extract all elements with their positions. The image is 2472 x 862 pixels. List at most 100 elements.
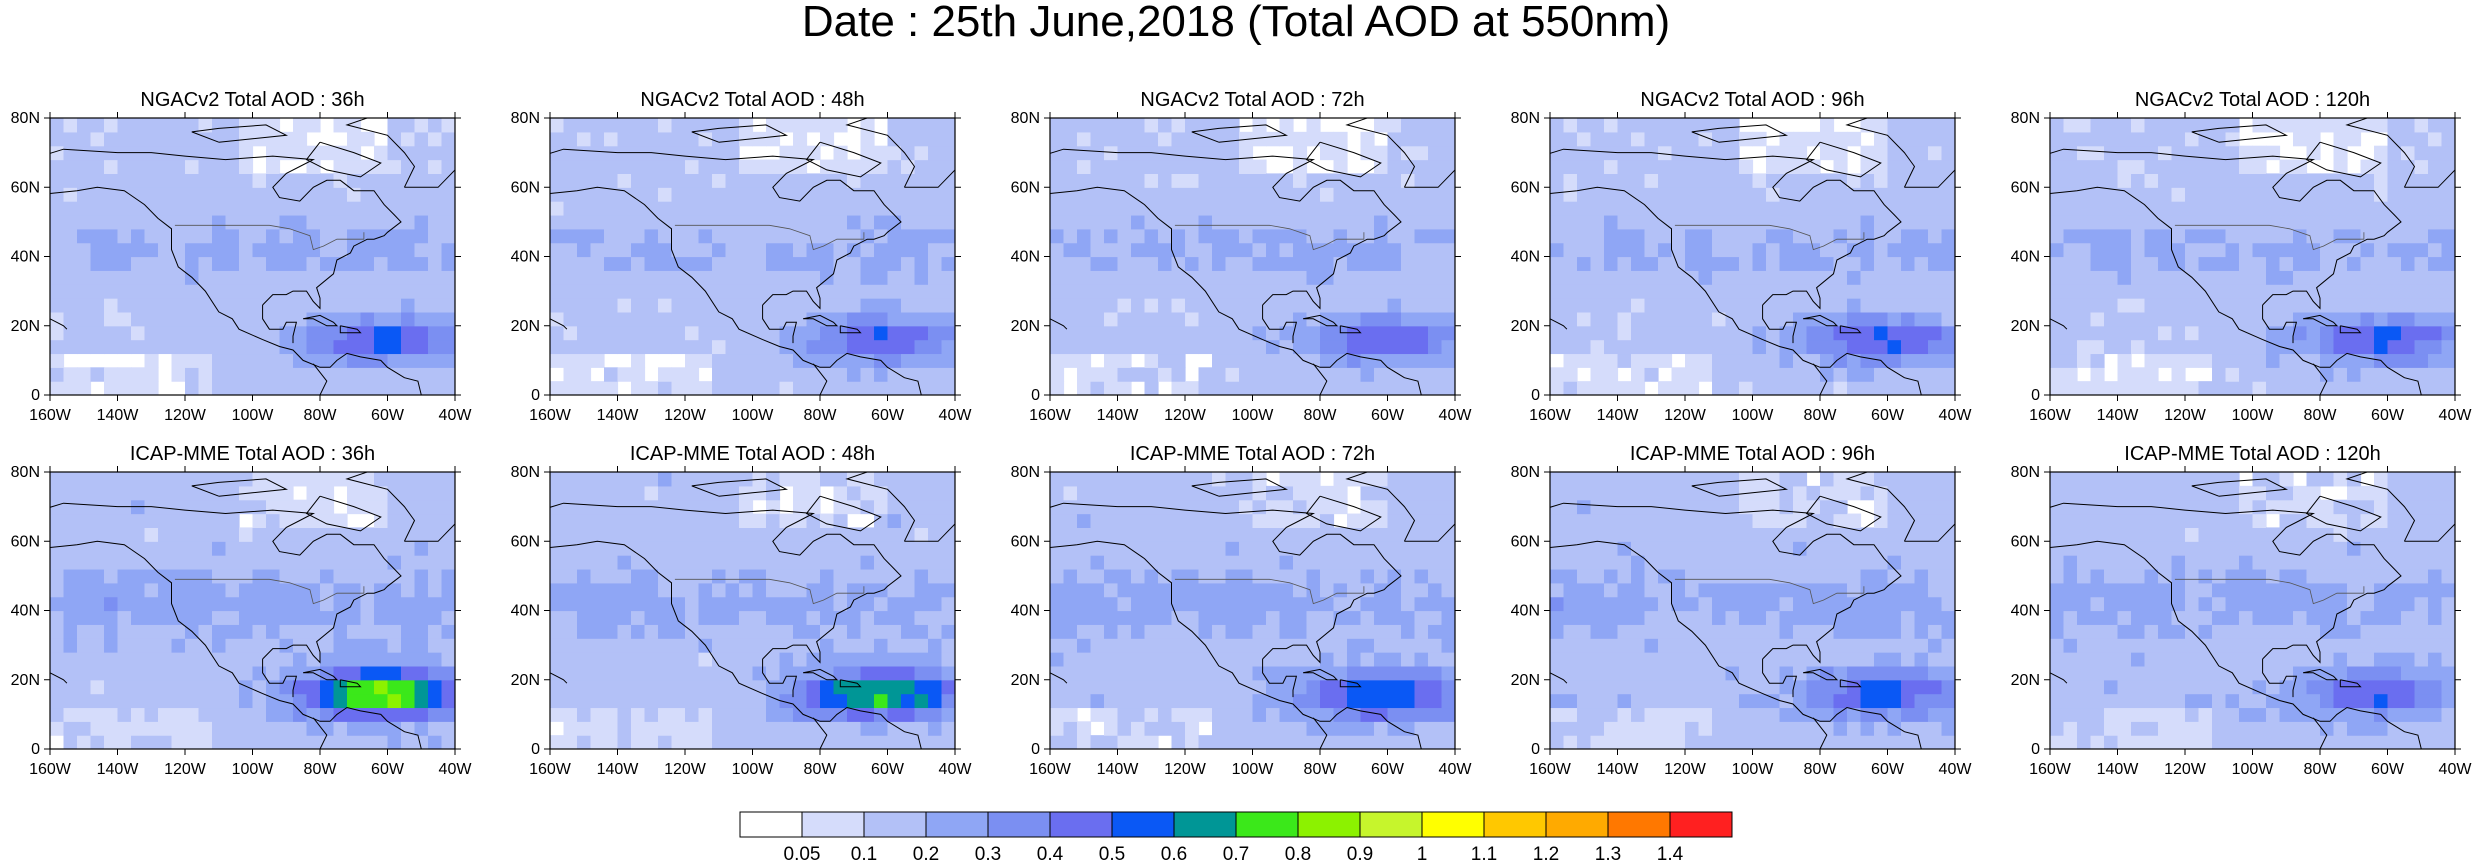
aod-cell bbox=[2252, 201, 2267, 216]
aod-cell bbox=[414, 735, 429, 749]
aod-cell bbox=[901, 339, 916, 355]
aod-cell bbox=[1712, 201, 1727, 216]
aod-cell bbox=[1131, 679, 1146, 695]
aod-cell bbox=[712, 367, 727, 382]
aod-cell bbox=[1158, 353, 1173, 368]
aod-cell bbox=[428, 242, 443, 258]
aod-cell bbox=[1063, 284, 1078, 299]
aod-cell bbox=[185, 527, 200, 542]
aod-cell bbox=[874, 652, 889, 667]
aod-cell bbox=[860, 638, 875, 653]
aod-cell bbox=[820, 353, 835, 368]
aod-cell bbox=[766, 228, 781, 244]
aod-cell bbox=[239, 499, 254, 515]
aod-cell bbox=[1144, 652, 1159, 667]
aod-cell bbox=[793, 353, 808, 368]
aod-cell bbox=[1387, 513, 1402, 528]
aod-cell bbox=[847, 582, 862, 598]
aod-cell bbox=[779, 582, 794, 598]
aod-cell bbox=[685, 735, 700, 749]
aod-cell bbox=[577, 693, 592, 709]
aod-cell bbox=[2374, 201, 2389, 216]
aod-cell bbox=[441, 513, 455, 528]
aod-cell bbox=[131, 665, 146, 681]
aod-cell bbox=[185, 173, 200, 188]
aod-cell bbox=[1320, 582, 1335, 598]
aod-cell bbox=[1212, 118, 1227, 133]
aod-cell bbox=[171, 499, 186, 515]
aod-cell bbox=[739, 652, 754, 667]
aod-cell bbox=[2387, 381, 2402, 395]
aod-cell bbox=[550, 707, 565, 722]
aod-cell bbox=[752, 638, 767, 653]
aod-cell bbox=[374, 679, 389, 695]
aod-cell bbox=[414, 256, 429, 271]
aod-cell bbox=[144, 173, 159, 188]
aod-cell bbox=[766, 555, 781, 570]
aod-cell bbox=[1428, 201, 1443, 216]
aod-cell bbox=[631, 339, 646, 355]
aod-cell bbox=[347, 367, 362, 382]
aod-cell bbox=[1387, 118, 1402, 133]
aod-cell bbox=[185, 638, 200, 653]
aod-cell bbox=[414, 624, 429, 639]
aod-cell bbox=[631, 624, 646, 639]
aod-cell bbox=[117, 298, 132, 313]
aod-cell bbox=[131, 214, 146, 230]
aod-cell bbox=[550, 513, 565, 528]
aod-cell bbox=[50, 485, 65, 501]
aod-cell bbox=[144, 325, 159, 341]
aod-cell bbox=[1117, 707, 1132, 722]
aod-cell bbox=[1563, 270, 1578, 285]
aod-cell bbox=[874, 527, 889, 542]
aod-cell bbox=[360, 596, 375, 612]
aod-cell bbox=[2198, 201, 2213, 216]
aod-cell bbox=[212, 513, 227, 528]
aod-cell bbox=[1617, 381, 1632, 395]
aod-cell bbox=[725, 652, 740, 667]
aod-cell bbox=[374, 242, 389, 258]
aod-cell bbox=[171, 513, 186, 528]
aod-cell bbox=[1874, 284, 1889, 299]
aod-cell bbox=[1158, 568, 1173, 584]
aod-cell bbox=[604, 187, 619, 202]
aod-cell bbox=[360, 665, 375, 681]
y-tick-label: 20N bbox=[511, 318, 540, 335]
aod-cell bbox=[1185, 679, 1200, 695]
coastline bbox=[191, 124, 289, 143]
coastline bbox=[305, 495, 382, 532]
aod-cell bbox=[2374, 187, 2389, 202]
aod-cell bbox=[1833, 187, 1848, 202]
aod-cell bbox=[658, 173, 673, 188]
aod-cell bbox=[320, 499, 335, 515]
aod-cell bbox=[1117, 610, 1132, 625]
aod-cell bbox=[1050, 735, 1065, 749]
aod-cell bbox=[1833, 298, 1848, 313]
aod-cell bbox=[2441, 173, 2455, 188]
aod-cell bbox=[1698, 214, 1713, 230]
aod-cell bbox=[1360, 665, 1375, 681]
aod-cell bbox=[158, 159, 173, 174]
aod-cell bbox=[2387, 242, 2402, 258]
aod-cell bbox=[793, 256, 808, 271]
aod-cell bbox=[887, 311, 902, 327]
aod-cell bbox=[941, 159, 955, 174]
aod-cell bbox=[2320, 270, 2335, 285]
aod-cell bbox=[1212, 228, 1227, 244]
aod-cell bbox=[63, 173, 78, 188]
aod-cell bbox=[590, 485, 605, 501]
aod-cell bbox=[279, 256, 294, 271]
aod-cell bbox=[590, 173, 605, 188]
aod-cell bbox=[90, 201, 105, 216]
aod-cell bbox=[77, 735, 92, 749]
coastline bbox=[845, 472, 955, 542]
aod-cell bbox=[1414, 187, 1429, 202]
aod-cell bbox=[185, 159, 200, 174]
aod-cell bbox=[644, 735, 659, 749]
aod-cell bbox=[550, 499, 565, 515]
aod-cell bbox=[2320, 214, 2335, 230]
aod-cell bbox=[1279, 555, 1294, 570]
aod-cell bbox=[2401, 131, 2416, 147]
aod-cell bbox=[1279, 652, 1294, 667]
aod-cell bbox=[550, 527, 565, 542]
